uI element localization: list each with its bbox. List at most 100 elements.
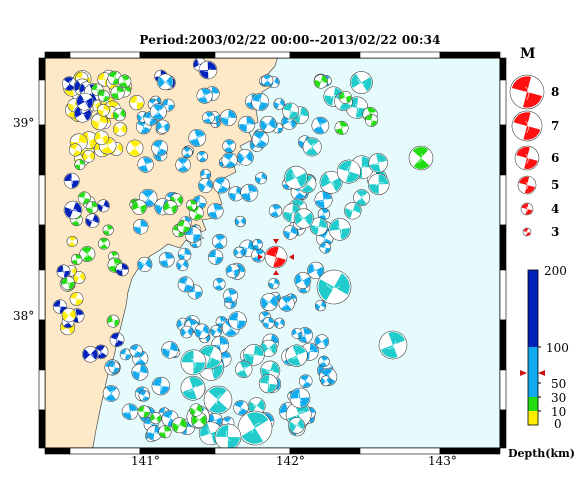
- frame-tick: [38, 224, 46, 271]
- event-beachball: [162, 200, 178, 216]
- event-beachball: [251, 130, 269, 149]
- event-beachball: [252, 238, 264, 250]
- event-beachball: [353, 189, 371, 207]
- event-beachball: [132, 219, 149, 235]
- event-beachball: [247, 397, 266, 415]
- event-beachball: [288, 417, 305, 434]
- mainshock-beachball: [264, 245, 288, 269]
- event-beachball: [289, 387, 311, 409]
- depth-colorbar: [520, 269, 545, 426]
- mainshock-marker-icon: [289, 254, 294, 260]
- frame-tick: [38, 409, 46, 449]
- event-beachball: [129, 344, 143, 358]
- legend-label-m8: 8: [551, 85, 559, 99]
- event-beachball: [52, 299, 68, 314]
- event-beachball: [188, 129, 207, 147]
- frame-tick: [499, 319, 507, 371]
- event-beachball: [235, 360, 253, 378]
- event-beachball: [259, 115, 277, 133]
- event-beachball: [146, 425, 162, 441]
- event-beachball: [151, 139, 168, 157]
- event-beachball: [367, 173, 390, 195]
- event-beachball: [131, 363, 149, 381]
- event-beachball: [102, 224, 114, 236]
- mainshock-marker-icon: [273, 270, 279, 275]
- event-beachball: [176, 219, 191, 234]
- event-beachball: [77, 191, 91, 205]
- event-beachball: [176, 258, 189, 272]
- event-beachball: [109, 332, 125, 348]
- page-title: Period:2003/02/22 00:00--2013/02/22 00:3…: [139, 33, 441, 47]
- event-beachball: [70, 253, 83, 266]
- frame-tick: [38, 174, 46, 226]
- frame-tick: [359, 51, 441, 59]
- event-beachball: [119, 348, 132, 361]
- event-beachball: [131, 199, 147, 215]
- event-beachball: [175, 157, 191, 173]
- event-beachball: [76, 92, 94, 111]
- event-beachball: [210, 325, 223, 337]
- event-beachball: [69, 292, 84, 306]
- event-beachball: [318, 355, 330, 368]
- event-beachball: [316, 269, 352, 305]
- event-beachball: [268, 277, 280, 290]
- event-beachball: [91, 113, 108, 131]
- event-beachball: [198, 60, 218, 80]
- frame-tick: [499, 79, 507, 126]
- event-beachball: [408, 145, 434, 171]
- frame-tick: [499, 409, 507, 449]
- colorbar-title: Depth(km): [508, 447, 575, 460]
- event-beachball: [350, 71, 373, 94]
- event-beachball: [214, 423, 242, 448]
- event-beachball: [180, 325, 193, 339]
- event-beachball: [334, 120, 349, 135]
- event-beachball: [108, 361, 121, 374]
- event-beachball: [219, 109, 237, 127]
- event-beachball: [161, 341, 179, 359]
- frame-tick: [38, 57, 46, 81]
- event-beachball: [368, 153, 388, 173]
- event-beachball: [212, 277, 226, 291]
- frame-tick: [139, 51, 216, 59]
- event-beachball: [243, 344, 265, 366]
- magnitude-legend: 8 7 6 5 4 3: [509, 74, 559, 239]
- legend-label-m6: 6: [551, 151, 559, 165]
- event-beachball: [365, 113, 379, 127]
- event-beachball: [63, 172, 80, 189]
- legend-beachball-m5: [517, 175, 537, 195]
- event-beachball: [311, 116, 330, 135]
- event-beachball: [82, 346, 99, 363]
- legend-label-m7: 7: [551, 119, 559, 133]
- event-beachball: [98, 90, 110, 102]
- frame-tick: [44, 447, 71, 455]
- event-beachball: [258, 374, 278, 394]
- event-beachball: [96, 199, 110, 213]
- event-beachball: [223, 288, 238, 303]
- event-beachball: [234, 215, 246, 228]
- event-beachball: [221, 152, 238, 169]
- event-beachball: [186, 199, 198, 211]
- depth-marker-left-icon: [520, 370, 527, 376]
- frame-tick: [38, 369, 46, 411]
- event-beachball: [240, 183, 259, 202]
- event-beachball: [158, 425, 172, 439]
- event-beachball: [181, 146, 193, 158]
- legend-beachball-m4: [520, 202, 534, 216]
- event-beachball: [61, 276, 76, 291]
- lat-label-38: 38°: [13, 309, 34, 323]
- event-beachball: [314, 299, 327, 312]
- frame-tick: [499, 174, 507, 226]
- lon-label-142: 142°: [276, 454, 305, 468]
- event-beachball: [338, 90, 352, 104]
- event-beachball: [85, 213, 100, 228]
- event-beachball: [149, 412, 162, 425]
- colorbar-label-0: 0: [554, 417, 562, 431]
- colorbar-label-50: 50: [551, 377, 566, 391]
- legend-label-m3: 3: [551, 225, 559, 239]
- frame-tick: [69, 51, 141, 59]
- event-beachball: [278, 295, 295, 312]
- event-beachball: [94, 130, 109, 146]
- legend-beachball-m3: [522, 227, 532, 237]
- event-beachball: [151, 376, 171, 396]
